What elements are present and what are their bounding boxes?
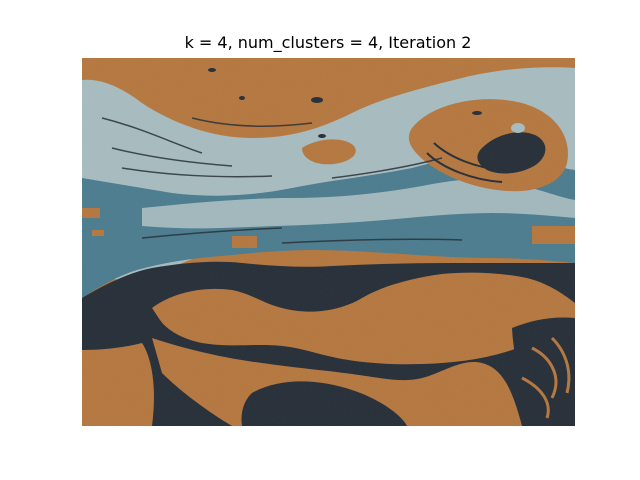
- plot-title: k = 4, num_clusters = 4, Iteration 2: [184, 33, 472, 52]
- segmentation-image: [82, 58, 575, 426]
- clustered-image: [82, 58, 575, 426]
